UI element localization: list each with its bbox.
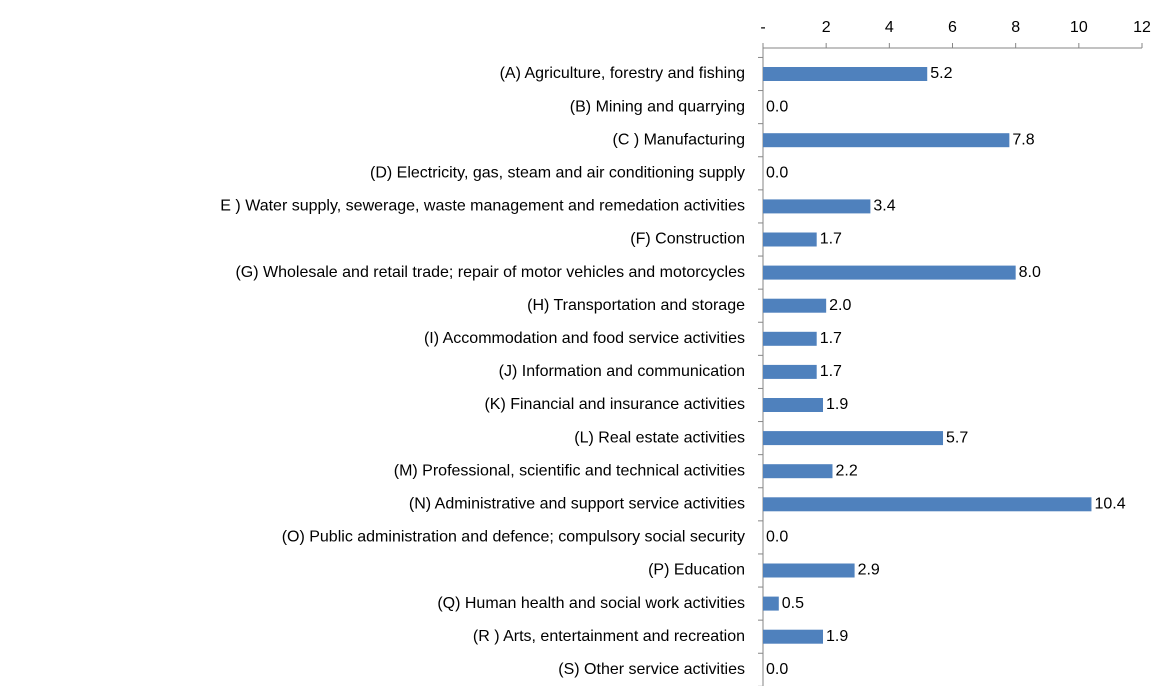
data-label: 5.2 <box>930 65 952 82</box>
bar <box>763 133 1010 148</box>
bar <box>763 199 871 214</box>
x-tick-label: 6 <box>948 19 957 36</box>
category-label: (O) Public administration and defence; c… <box>282 529 745 546</box>
category-label: (L) Real estate activities <box>574 429 745 446</box>
category-label: (Q) Human health and social work activit… <box>437 595 745 612</box>
category-label: (C ) Manufacturing <box>613 131 746 148</box>
x-tick-label: 12 <box>1133 19 1151 36</box>
data-label: 0.5 <box>782 595 804 612</box>
bar <box>763 497 1092 512</box>
data-label: 10.4 <box>1094 496 1125 513</box>
data-label: 2.2 <box>835 462 857 479</box>
bar <box>763 398 824 412</box>
bar <box>763 629 824 644</box>
bar <box>763 331 817 346</box>
bar <box>763 265 1016 280</box>
x-tick-label: 10 <box>1070 19 1088 36</box>
data-label: 0.0 <box>766 661 788 678</box>
category-label: (S) Other service activities <box>558 661 745 678</box>
category-label: (D) Electricity, gas, steam and air cond… <box>370 165 745 182</box>
bar <box>763 298 827 313</box>
category-label: (A) Agriculture, forestry and fishing <box>500 65 745 82</box>
category-label: (F) Construction <box>630 231 745 248</box>
category-label: (G) Wholesale and retail trade; repair o… <box>235 264 745 281</box>
data-label: 1.9 <box>826 396 848 413</box>
bar <box>763 364 817 379</box>
data-label: 2.9 <box>858 562 880 579</box>
category-label: (B) Mining and quarrying <box>570 98 745 115</box>
x-tick-label: 2 <box>822 19 831 36</box>
category-label: E ) Water supply, sewerage, waste manage… <box>220 198 745 215</box>
bar <box>763 67 928 81</box>
data-label: 0.0 <box>766 165 788 182</box>
bar <box>763 596 779 611</box>
data-label: 7.8 <box>1012 131 1034 148</box>
data-label: 8.0 <box>1019 264 1041 281</box>
x-tick-label: 4 <box>885 19 894 36</box>
data-label: 1.7 <box>820 231 842 248</box>
data-label: 3.4 <box>873 198 895 215</box>
category-label: (H) Transportation and storage <box>527 297 745 314</box>
data-label: 5.7 <box>946 429 968 446</box>
data-label: 0.0 <box>766 98 788 115</box>
data-label: 0.0 <box>766 529 788 546</box>
category-label: (M) Professional, scientific and technic… <box>394 462 745 479</box>
bar <box>763 232 817 247</box>
category-label: (R ) Arts, entertainment and recreation <box>473 628 745 645</box>
x-tick-label: 8 <box>1011 19 1020 36</box>
data-label: 2.0 <box>829 297 851 314</box>
category-label: (P) Education <box>648 562 745 579</box>
category-label: (J) Information and communication <box>499 363 745 380</box>
x-tick-label: - <box>760 19 765 36</box>
data-label: 1.7 <box>820 330 842 347</box>
data-label: 1.9 <box>826 628 848 645</box>
bar <box>763 431 944 446</box>
bar <box>763 464 833 479</box>
bar <box>763 563 855 578</box>
category-label: (K) Financial and insurance activities <box>484 396 745 413</box>
category-label: (N) Administrative and support service a… <box>409 496 745 513</box>
data-label: 1.7 <box>820 363 842 380</box>
category-label: (I) Accommodation and food service activ… <box>424 330 745 347</box>
